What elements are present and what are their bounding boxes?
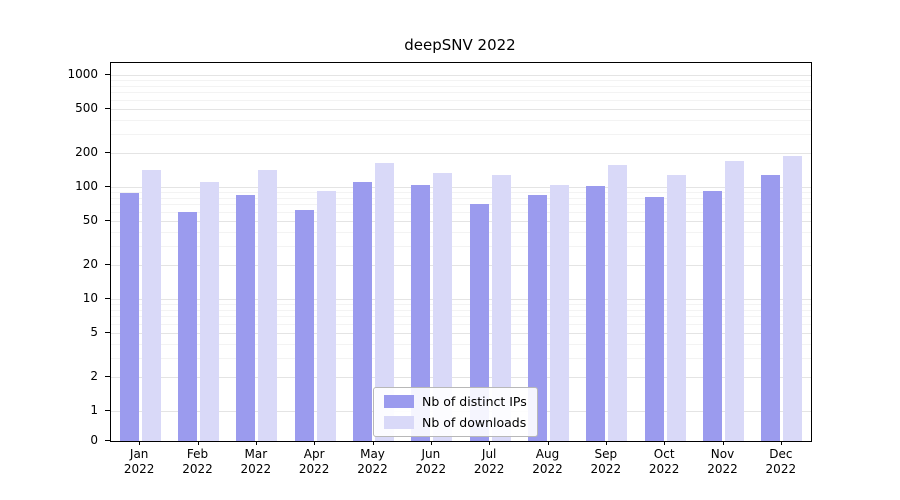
x-tick-mark [780, 441, 782, 445]
x-tick-label: Apr 2022 [298, 447, 330, 476]
legend-swatch-downloads [384, 416, 414, 429]
y-tick-mark [105, 331, 110, 333]
y-tick-label: 1000 [67, 67, 98, 81]
legend-label-downloads: Nb of downloads [422, 415, 527, 430]
minor-gridline [111, 80, 811, 82]
x-tick-label: Jun 2022 [415, 447, 447, 476]
bar-downloads [141, 169, 161, 441]
y-tick-mark [105, 152, 110, 154]
x-tick-label: Mar 2022 [240, 447, 272, 476]
legend: Nb of distinct IPs Nb of downloads [373, 387, 538, 437]
y-tick-label: 5 [90, 324, 98, 339]
legend-swatch-distinct-ips [384, 395, 414, 408]
y-tick-label: 10 [82, 291, 98, 305]
bar-distinct-ips [528, 195, 547, 441]
y-tick-label: 200 [75, 145, 98, 160]
major-gridline [111, 108, 811, 110]
bar-downloads [666, 175, 686, 441]
y-tick-label: 50 [82, 212, 98, 227]
bar-distinct-ips [119, 193, 139, 441]
bar-distinct-ips [294, 210, 314, 441]
bar-downloads [433, 173, 453, 441]
x-tick-label: Nov 2022 [707, 447, 738, 476]
y-tick-label: 2 [90, 369, 98, 384]
major-gridline [111, 153, 811, 155]
bar-downloads [550, 185, 569, 441]
x-tick-label: May 2022 [357, 447, 388, 476]
x-tick-label: Jul 2022 [473, 447, 505, 476]
y-tick-mark [105, 440, 110, 441]
y-tick-label: 1 [90, 403, 98, 417]
minor-gridline [111, 92, 811, 94]
plot-area: Nb of distinct IPs Nb of downloads [110, 62, 812, 442]
bar-downloads [200, 182, 219, 441]
x-tick-mark [139, 441, 141, 445]
y-tick-label: 20 [82, 257, 98, 272]
y-tick-mark [105, 410, 110, 411]
legend-item-distinct-ips: Nb of distinct IPs [384, 394, 527, 409]
bar-distinct-ips [761, 175, 781, 441]
major-gridline [111, 75, 811, 76]
chart-title: deepSNV 2022 [404, 36, 516, 54]
x-tick-mark [722, 441, 724, 445]
x-tick-mark [255, 441, 257, 445]
y-tick-mark [105, 298, 110, 299]
x-tick-mark [372, 441, 374, 445]
bar-distinct-ips [644, 196, 664, 441]
y-tick-mark [105, 186, 110, 187]
minor-gridline [111, 99, 811, 101]
bar-distinct-ips [353, 182, 372, 441]
y-tick-mark [105, 74, 110, 75]
minor-gridline [111, 85, 811, 87]
bar-distinct-ips [411, 185, 431, 441]
bar-downloads [783, 155, 803, 441]
x-tick-mark [314, 441, 316, 445]
y-tick-mark [105, 219, 110, 221]
bar-downloads [491, 175, 511, 441]
x-tick-label: Oct 2022 [648, 447, 680, 476]
x-tick-mark [605, 441, 607, 445]
bar-distinct-ips [703, 191, 722, 441]
bar-distinct-ips [469, 204, 489, 441]
y-tick-label: 0 [90, 433, 98, 447]
x-tick-mark [547, 441, 549, 445]
bar-distinct-ips [586, 186, 606, 441]
y-tick-mark [105, 107, 110, 109]
x-tick-mark [430, 441, 432, 445]
x-tick-mark [489, 441, 491, 445]
x-tick-label: Aug 2022 [532, 447, 563, 476]
legend-label-distinct-ips: Nb of distinct IPs [422, 394, 527, 409]
x-tick-mark [197, 441, 199, 445]
bar-downloads [375, 163, 394, 441]
minor-gridline [111, 119, 811, 121]
x-tick-mark [664, 441, 666, 445]
y-tick-mark [105, 264, 110, 266]
minor-gridline [111, 133, 811, 135]
y-tick-mark [105, 376, 110, 378]
bar-downloads [608, 165, 628, 441]
bar-downloads [725, 160, 744, 441]
bar-distinct-ips [178, 211, 197, 441]
bar-downloads [316, 190, 336, 441]
legend-item-downloads: Nb of downloads [384, 415, 527, 430]
x-tick-label: Dec 2022 [765, 447, 797, 476]
bar-distinct-ips [236, 195, 256, 441]
bar-downloads [258, 169, 278, 441]
x-tick-label: Sep 2022 [590, 447, 622, 476]
y-tick-label: 500 [75, 100, 98, 115]
x-tick-label: Jan 2022 [123, 447, 155, 476]
y-tick-label: 100 [75, 179, 98, 193]
x-tick-label: Feb 2022 [182, 447, 213, 476]
